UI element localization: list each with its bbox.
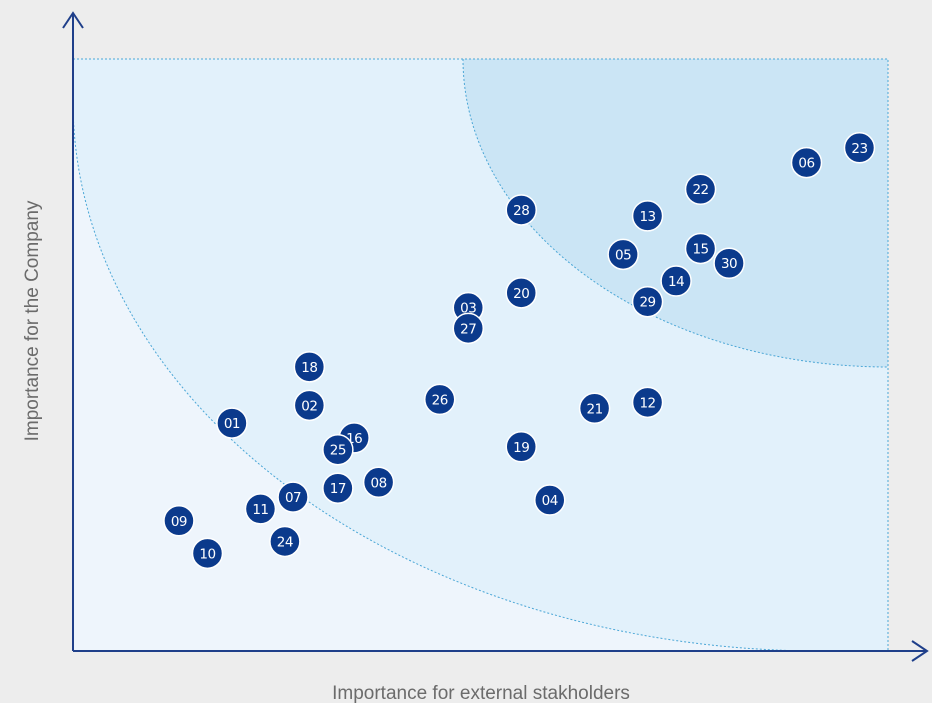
data-point-marker (713, 247, 745, 279)
data-point-marker (660, 265, 692, 297)
data-point-label: 19 (513, 440, 529, 456)
data-point-label: 25 (330, 443, 346, 459)
data-point-marker (277, 481, 309, 513)
data-point-27: 27 (452, 312, 485, 345)
data-point-label: 12 (639, 395, 655, 411)
data-point-marker (163, 505, 195, 537)
data-point-09: 09 (163, 505, 195, 537)
data-point-marker (631, 285, 664, 318)
data-point-label: 05 (615, 247, 631, 263)
data-point-marker (424, 383, 456, 416)
data-point-marker (790, 146, 823, 179)
data-point-07: 07 (277, 481, 309, 513)
data-point-marker (244, 493, 277, 525)
data-point-marker (191, 537, 224, 570)
data-point-label: 27 (460, 321, 476, 337)
y-axis-arrow-icon (62, 11, 84, 29)
data-point-marker (631, 386, 664, 419)
data-point-08: 08 (362, 466, 395, 499)
data-point-17: 17 (322, 472, 354, 504)
data-point-label: 13 (639, 209, 655, 225)
data-point-25: 25 (322, 433, 354, 466)
data-point-label: 23 (851, 141, 867, 157)
data-point-label: 09 (171, 514, 187, 530)
x-axis-label: Importance for external stakholders (332, 683, 630, 703)
data-point-label: 07 (285, 490, 301, 506)
data-point-18: 18 (293, 351, 326, 383)
data-point-marker (684, 232, 717, 265)
data-point-label: 28 (513, 203, 529, 219)
data-point-marker (505, 431, 537, 463)
data-point-11: 11 (244, 493, 277, 525)
data-point-marker (505, 277, 537, 309)
data-point-label: 14 (668, 274, 684, 290)
data-point-marker (505, 194, 537, 226)
data-point-30: 30 (713, 247, 745, 279)
data-point-22: 22 (684, 173, 717, 205)
y-axis-label: Importance for the Company (22, 200, 43, 441)
data-point-label: 26 (432, 392, 448, 408)
data-point-10: 10 (191, 537, 224, 570)
data-point-label: 02 (301, 398, 317, 414)
data-point-marker (293, 389, 326, 422)
data-point-12: 12 (631, 386, 664, 419)
data-point-26: 26 (424, 383, 456, 416)
data-point-label: 11 (252, 502, 268, 518)
data-point-label: 01 (224, 416, 240, 432)
data-point-marker (684, 173, 717, 205)
zone-high (463, 59, 888, 367)
data-point-marker (362, 466, 395, 499)
data-point-29: 29 (631, 285, 664, 318)
data-point-label: 15 (692, 241, 708, 257)
data-point-label: 22 (692, 182, 708, 198)
data-point-label: 21 (587, 401, 603, 417)
data-point-marker (534, 484, 566, 516)
data-point-label: 03 (460, 301, 476, 317)
data-point-marker (452, 312, 485, 345)
x-axis-arrow-icon (911, 640, 929, 662)
data-point-28: 28 (505, 194, 537, 226)
data-point-04: 04 (534, 484, 566, 516)
data-point-marker (607, 238, 639, 271)
data-point-marker (293, 351, 326, 383)
data-point-label: 20 (513, 286, 529, 302)
data-point-label: 30 (721, 256, 737, 272)
data-point-marker (322, 472, 354, 504)
data-point-label: 08 (371, 475, 387, 491)
data-points: 0102030405060708091011121314151617181920… (163, 132, 876, 570)
data-point-label: 17 (330, 481, 346, 497)
data-point-23: 23 (843, 132, 876, 164)
data-point-label: 29 (639, 295, 655, 311)
zone-medium-boundary (72, 100, 822, 652)
data-point-label: 24 (277, 534, 293, 550)
data-point-02: 02 (293, 389, 326, 422)
data-point-13: 13 (631, 200, 664, 232)
data-point-19: 19 (505, 431, 537, 463)
data-point-marker (631, 200, 664, 232)
data-point-20: 20 (505, 277, 537, 309)
data-point-marker (216, 407, 248, 439)
data-point-marker (322, 433, 354, 466)
data-point-label: 04 (542, 493, 558, 509)
data-point-01: 01 (216, 407, 248, 439)
data-point-marker (269, 525, 301, 558)
data-point-marker (843, 132, 876, 164)
data-point-14: 14 (660, 265, 692, 297)
data-point-21: 21 (578, 392, 611, 425)
data-point-marker (578, 392, 611, 425)
zone-high-boundary (462, 58, 889, 368)
data-point-15: 15 (684, 232, 717, 265)
data-point-06: 06 (790, 146, 823, 179)
data-point-label: 06 (798, 156, 814, 172)
data-point-label: 18 (301, 360, 317, 376)
data-point-24: 24 (269, 525, 301, 558)
data-point-05: 05 (607, 238, 639, 271)
data-point-label: 10 (199, 546, 215, 562)
